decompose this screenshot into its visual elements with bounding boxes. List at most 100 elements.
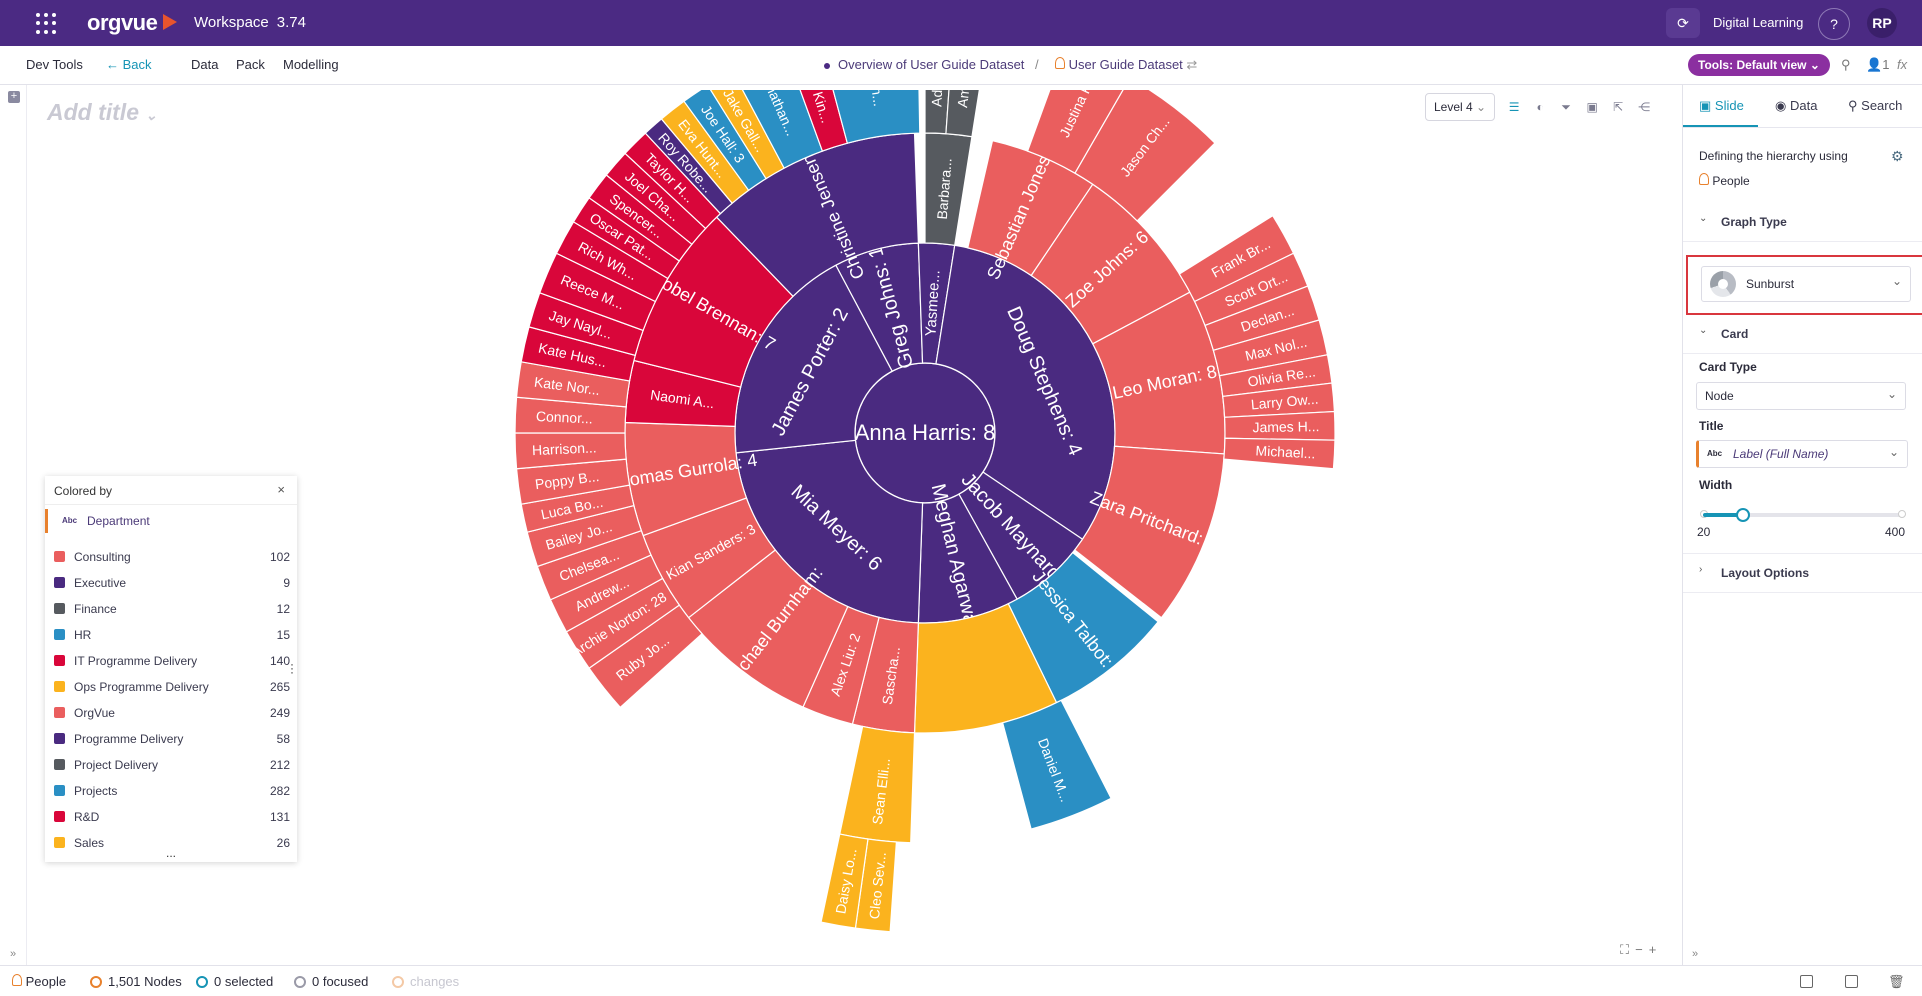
back-button[interactable]: ← Back bbox=[106, 57, 152, 72]
card-type-select[interactable]: Node ⌄ bbox=[1696, 382, 1906, 410]
refresh-icon: ⟳ bbox=[1677, 14, 1689, 31]
status-nodes[interactable]: 1,501 Nodes bbox=[90, 974, 182, 989]
status-bar: People 1,501 Nodes 0 selected 0 focused … bbox=[0, 965, 1922, 996]
level-select[interactable]: Level 4 ⌄ bbox=[1425, 93, 1496, 121]
status-changes[interactable]: changes bbox=[392, 974, 459, 989]
sunburst-level3-segment[interactable] bbox=[945, 90, 989, 138]
legend-field[interactable]: Abc Department bbox=[45, 509, 297, 533]
text-type-icon: Abc bbox=[1707, 449, 1723, 458]
swap-icon[interactable]: ⇄ bbox=[1186, 57, 1198, 72]
app-launcher-icon[interactable] bbox=[36, 13, 58, 35]
panel-tabs: ▣ Slide ◉ Data ⚲ Search bbox=[1683, 85, 1922, 128]
legend-resize-handle-icon[interactable]: · · · bbox=[290, 657, 294, 679]
collapse-right-icon[interactable]: » bbox=[1692, 948, 1699, 960]
sunburst-level3-segment[interactable] bbox=[1074, 90, 1216, 222]
card-type-label: Card Type bbox=[1699, 360, 1757, 374]
legend-swatch bbox=[54, 603, 65, 614]
brand-logo: orgvue bbox=[87, 10, 158, 35]
dev-tools-menu[interactable]: Dev Tools bbox=[26, 57, 83, 72]
tab-slide[interactable]: ▣ Slide bbox=[1699, 98, 1744, 114]
breadcrumb-view[interactable]: Overview of User Guide Dataset bbox=[838, 57, 1025, 72]
legend-swatch bbox=[54, 655, 65, 666]
legend-item[interactable]: IT Programme Delivery 140 bbox=[54, 651, 290, 671]
trash-icon[interactable]: 🗑 bbox=[1888, 974, 1905, 989]
filter-icon[interactable]: ⏷ bbox=[1561, 100, 1571, 114]
legend-item-count: 102 bbox=[269, 550, 290, 564]
legend-item-name: Finance bbox=[74, 602, 117, 616]
hierarchy-dimension[interactable]: People bbox=[1699, 173, 1750, 188]
legend-item[interactable]: Consulting 102 bbox=[54, 547, 290, 567]
status-dimension[interactable]: People bbox=[12, 974, 66, 989]
user-count[interactable]: 👤1 bbox=[1866, 57, 1889, 73]
sunburst-level3-segment[interactable] bbox=[1223, 437, 1336, 470]
person-icon bbox=[1699, 173, 1709, 185]
tools-view-button[interactable]: Tools: Default view ⌄ bbox=[1688, 54, 1830, 76]
legend-swatch bbox=[54, 577, 65, 588]
legend-swatch bbox=[54, 551, 65, 562]
data-menu[interactable]: Data bbox=[191, 57, 219, 72]
title-label: Title bbox=[1699, 419, 1724, 433]
legend-item[interactable]: OrgVue 249 bbox=[54, 703, 290, 723]
formula-icon[interactable]: fx bbox=[1897, 57, 1908, 72]
legend-item[interactable]: Ops Programme Delivery 265 bbox=[54, 677, 290, 697]
legend-item-count: 12 bbox=[276, 602, 290, 616]
legend-item[interactable]: Finance 12 bbox=[54, 599, 290, 619]
node-icon bbox=[90, 976, 102, 988]
sunburst-level4-segment[interactable] bbox=[820, 833, 869, 929]
sunburst-level3-segment[interactable] bbox=[1001, 699, 1112, 830]
zoom-controls[interactable]: ⛶−+ bbox=[1620, 942, 1662, 958]
fit-screen-icon[interactable]: ⛶ bbox=[1620, 942, 1636, 957]
breadcrumb-dataset[interactable]: User Guide Dataset ⇄ bbox=[1055, 57, 1197, 73]
legend-item[interactable]: Executive 9 bbox=[54, 573, 290, 593]
width-slider[interactable] bbox=[1700, 508, 1906, 522]
org-name[interactable]: Digital Learning bbox=[1713, 15, 1804, 30]
legend-item-name: Ops Programme Delivery bbox=[74, 680, 209, 694]
legend-item[interactable]: Projects 282 bbox=[54, 781, 290, 801]
help-button[interactable]: ? bbox=[1818, 8, 1850, 40]
copy-icon[interactable] bbox=[1845, 975, 1858, 988]
card-heading: Card bbox=[1721, 327, 1749, 341]
expand-left-icon[interactable]: » bbox=[10, 948, 17, 960]
tab-search-label: Search bbox=[1861, 98, 1903, 113]
add-slide-button[interactable]: + bbox=[8, 91, 20, 103]
status-selected[interactable]: 0 selected bbox=[196, 974, 273, 989]
palette-icon[interactable]: ◐ bbox=[1536, 100, 1544, 114]
export-icon[interactable]: ⇱ bbox=[1613, 100, 1624, 114]
close-icon[interactable]: × bbox=[277, 482, 285, 497]
legend-item[interactable]: Programme Delivery 58 bbox=[54, 729, 290, 749]
sunburst-level2-segment[interactable] bbox=[1073, 445, 1225, 619]
graph-type-select[interactable]: Sunburst ⌄ bbox=[1701, 266, 1911, 302]
legend-item[interactable]: Sales 26 bbox=[54, 833, 290, 853]
add-node-icon[interactable] bbox=[1800, 975, 1813, 988]
card-section[interactable]: ⌄ Card bbox=[1683, 315, 1922, 354]
legend-item[interactable]: R&D 131 bbox=[54, 807, 290, 827]
legend-more-button[interactable]: ... bbox=[166, 846, 177, 860]
graph-type-section[interactable]: ⌄ Graph Type bbox=[1683, 203, 1922, 242]
chevron-down-icon: ⌄ bbox=[1476, 100, 1487, 114]
title-field-select[interactable]: Abc Label (Full Name) ⌄ bbox=[1696, 440, 1908, 468]
legend-item[interactable]: HR 15 bbox=[54, 625, 290, 645]
page-title[interactable]: Add title ⌄ bbox=[47, 99, 157, 126]
list-icon[interactable]: ☰ bbox=[1508, 100, 1520, 114]
sunburst-level3-segment[interactable] bbox=[819, 90, 921, 144]
tab-data[interactable]: ◉ Data bbox=[1775, 98, 1817, 114]
hierarchy-value: People bbox=[1712, 174, 1750, 188]
pack-menu[interactable]: Pack bbox=[236, 57, 265, 72]
slider-knob[interactable] bbox=[1736, 508, 1750, 522]
layers-icon[interactable]: ▣ bbox=[1586, 100, 1598, 114]
zoom-in-icon[interactable]: + bbox=[1648, 942, 1663, 957]
active-tab-indicator bbox=[1683, 125, 1758, 127]
zoom-out-icon[interactable]: − bbox=[1635, 942, 1649, 957]
chevron-down-icon: ⌄ bbox=[1886, 387, 1897, 401]
avatar[interactable]: RP bbox=[1867, 8, 1897, 38]
layout-options-section[interactable]: › Layout Options bbox=[1683, 553, 1922, 593]
share-icon[interactable]: ⋲ bbox=[1638, 100, 1651, 114]
sync-button[interactable]: ⟳ bbox=[1666, 8, 1700, 38]
tab-search[interactable]: ⚲ Search bbox=[1848, 98, 1902, 114]
status-focused[interactable]: 0 focused bbox=[294, 974, 368, 989]
pin-icon[interactable]: ⚲ bbox=[1841, 57, 1851, 72]
gear-icon[interactable]: ⚙ bbox=[1891, 148, 1904, 164]
modelling-menu[interactable]: Modelling bbox=[283, 57, 339, 72]
legend-item[interactable]: Project Delivery 212 bbox=[54, 755, 290, 775]
